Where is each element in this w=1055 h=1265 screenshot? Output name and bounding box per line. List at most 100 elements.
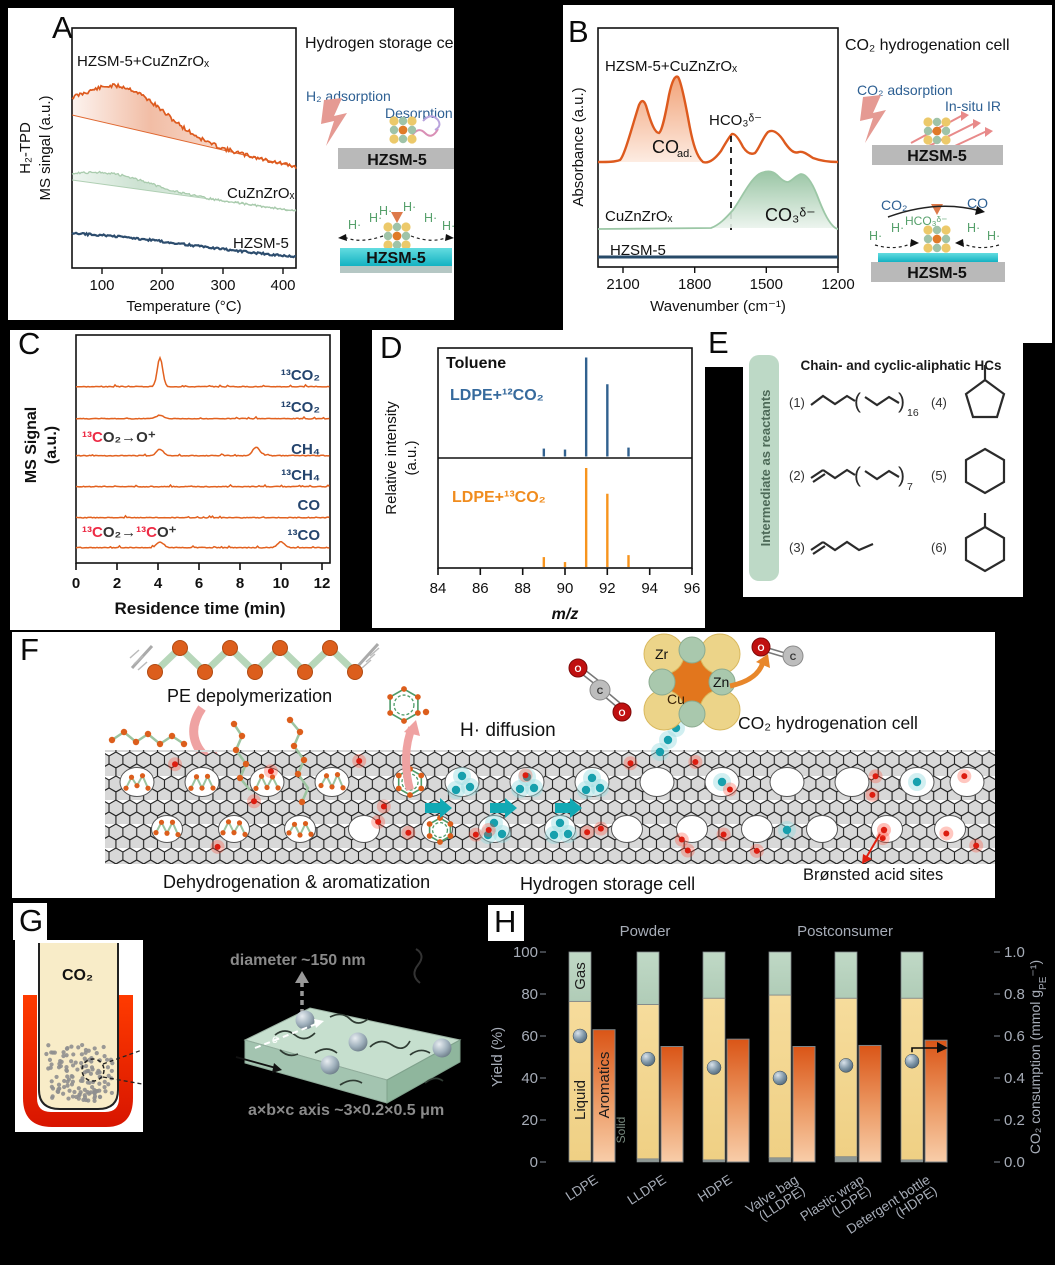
catalyst-particle [62,1078,67,1084]
bar-gas [636,951,660,1005]
svg-text:H·: H· [967,221,980,235]
pe-chain [129,640,380,680]
svg-text:84: 84 [430,580,447,597]
svg-text:40: 40 [521,1070,538,1087]
bar-liquid [900,997,924,1161]
bronsted-pointer [865,833,881,859]
heating-jacket [23,995,133,1127]
pe-bead [169,819,176,825]
svg-text:12: 12 [314,575,331,592]
svg-text:96: 96 [684,580,701,597]
diameter-arrow-head [295,971,309,983]
catalyst-particle [75,1067,80,1072]
panel-f-scheme: PE depolymerization H· diffusion [105,633,995,894]
catalyst-icon [383,222,411,250]
pe-bead [275,785,281,791]
bar-solid [768,1157,792,1163]
svg-text:10: 10 [273,575,290,592]
h-species-dot [581,785,591,795]
polymer-chains-on-crystal [274,1013,444,1086]
curve-label: HZSM-5 [610,242,666,259]
pe-bead [123,785,129,791]
lightning-icon [860,95,886,143]
pe-bead [302,820,309,827]
sidebar-band [749,355,779,581]
h-spillover-arc [410,235,449,241]
catalyst-particle [83,1097,89,1103]
carbon-bead [447,833,454,839]
y-axis-title: Yield (%) [489,1027,506,1087]
catalyst-particle [86,1048,91,1053]
catalyst-particle [94,1051,99,1056]
repeat-brackets: () () [854,390,905,487]
h-species-dot [489,818,499,828]
category-labels: LDPE LLDPE HDPE Valve bag(LLDPE) Plastic… [563,1172,940,1237]
bronsted-site-dot [720,831,727,838]
svg-text:H·: H· [442,219,454,233]
legend-aromatics: Aromatics [596,1052,613,1119]
bar-solid [900,1159,924,1163]
h-species-dot [563,829,573,839]
support-bar-activated [340,248,452,266]
carbon-bead [414,694,421,700]
catalyst-particle [67,1088,72,1093]
right-tick-labels: 1.0 0.8 0.6 0.4 0.2 0.0 [1004,944,1025,1171]
h-species-dot [782,825,792,835]
y-axis-title-line1: MS Signal [23,407,40,483]
catalyst-particle [110,1061,115,1066]
x-axis-title: Temperature (°C) [126,298,241,315]
catalyst-particle [46,1043,51,1048]
support-base [340,266,452,273]
isotope-annotation-1: ¹³CO₂→O⁺ [82,429,156,446]
catalyst-particle [66,1096,71,1101]
series2-label: LDPE+¹³CO₂ [452,489,546,506]
zeolite-pore [151,815,183,843]
svg-text:HDPE: HDPE [695,1172,735,1205]
group-title-powder: Powder [620,923,671,940]
c-axis-arrow [254,1023,317,1049]
h-species-dot [655,747,665,757]
carbon-bead [414,710,421,716]
co-label: CO [967,195,988,211]
svg-text:94: 94 [641,580,658,597]
right-axis-title: CO₂ consumption (mmol gPE⁻¹) [1027,960,1049,1154]
chemical-structures [810,365,1006,573]
svg-text:CO: CO [298,497,321,514]
zeolite-pore [741,815,773,843]
svg-text:80: 80 [521,986,538,1003]
legend-liquid: Liquid [572,1080,589,1120]
svg-text:(: ( [854,390,861,413]
alkane-chain-repeat [864,395,900,407]
support-label: HZSM-5 [367,152,427,169]
svg-text:LDPE: LDPE [563,1172,601,1204]
bar-gas [702,951,726,999]
catalyst-particle [84,1069,90,1074]
cell-title: Hydrogen storage cell [305,35,454,52]
svg-text:0.6: 0.6 [1004,1028,1025,1045]
catalyst-particles [44,1042,115,1104]
catalyst-particle [76,1096,81,1101]
panel-letter-c: C [18,326,41,361]
c-axis-label: c [272,1032,278,1046]
bar-aromatics [726,1038,750,1163]
catalyst-particle [79,1052,84,1057]
bar-liquid [702,997,726,1161]
carbon-bead [395,785,402,792]
pe-bead [199,785,205,791]
h-species-dot [555,818,565,828]
zoom-circle [81,1058,105,1082]
co2-atmosphere-label: CO₂ [62,967,93,984]
hco3-label: HCO₃ᵟ⁻ [709,112,762,129]
catalyst-particle [80,1042,85,1048]
c-axis-arrow-head [314,1019,324,1028]
co-molecule: O C [751,637,804,667]
svg-text:86: 86 [472,580,489,597]
h-species-dot [663,735,673,745]
x-axis-title: m/z [552,606,579,623]
catalyst-particle [76,1086,81,1091]
methylcyclohexane-ring [964,525,1006,573]
co2-cell-label: CO₂ hydrogenation cell [738,713,918,733]
catalyst-particle [89,1059,94,1064]
curve-label: HZSM-5+CuZnZrOₓ [605,58,737,75]
